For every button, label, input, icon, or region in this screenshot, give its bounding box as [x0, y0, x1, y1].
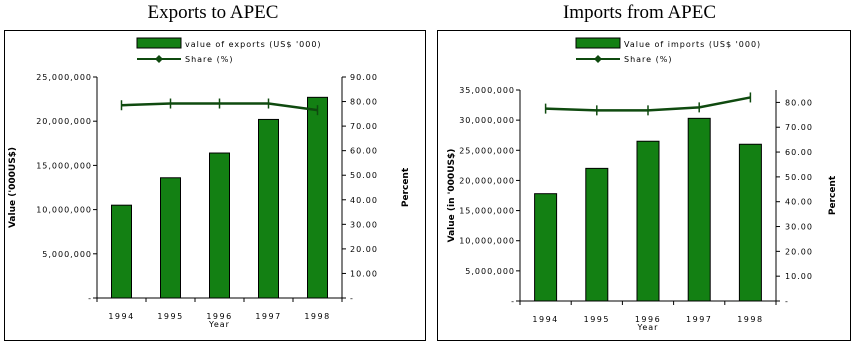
- bar: [738, 143, 762, 302]
- x-tick-label: 1995: [157, 312, 183, 321]
- x-tick-label: 1998: [304, 312, 330, 321]
- left-axis-title: Value (in '000US$): [447, 149, 457, 243]
- right-axis-tick-label: 50.00: [785, 173, 813, 182]
- x-tick-label: 1998: [737, 315, 763, 324]
- left-axis-tick-label: 30,000,000: [459, 116, 515, 125]
- x-tick-label: 1996: [206, 312, 232, 321]
- x-axis-title: Year: [208, 320, 230, 329]
- right-axis-tick-label: 30.00: [350, 220, 378, 229]
- bar: [160, 177, 181, 299]
- left-axis-tick-label: 25,000,000: [459, 146, 515, 155]
- left-axis-tick-label: 10,000,000: [459, 237, 515, 246]
- imports-chart-title: Imports from APEC: [562, 2, 717, 23]
- right-axis-tick-label: 60.00: [785, 148, 813, 157]
- left-axis-tick-label: 20,000,000: [36, 117, 92, 126]
- legend-bar-label: Value of imports (US$ '000): [624, 40, 761, 49]
- right-axis-tick-label: 50.00: [350, 171, 378, 180]
- bar: [636, 140, 660, 302]
- legend-bar-swatch: [136, 37, 182, 49]
- x-tick-label: 1997: [686, 315, 712, 324]
- right-axis-tick-label: 10.00: [350, 269, 378, 278]
- bar: [111, 204, 132, 299]
- x-tick-label: 1997: [255, 312, 281, 321]
- x-axis-title: Year: [637, 323, 659, 332]
- right-axis-tick-label: -: [350, 294, 354, 303]
- x-tick-label: 1994: [532, 315, 558, 324]
- left-axis-tick-label: 10,000,000: [36, 206, 92, 215]
- x-tick-label: 1994: [108, 312, 134, 321]
- bar: [687, 117, 711, 302]
- left-axis-tick-label: 5,000,000: [465, 267, 515, 276]
- imports-chart: Value of imports (US$ '000) Share (%) - 5,0…: [447, 37, 838, 332]
- bar: [209, 152, 230, 299]
- left-axis-tick-label: 15,000,000: [459, 207, 515, 216]
- legend-line-marker: [594, 55, 602, 63]
- x-tick-label: 1996: [635, 315, 661, 324]
- right-axis-tick-label: 60.00: [350, 147, 378, 156]
- right-axis-tick-label: 90.00: [350, 73, 378, 82]
- legend-line-marker: [155, 55, 163, 63]
- left-axis-tick-label: 25,000,000: [36, 73, 92, 82]
- left-axis-tick-label: -: [511, 297, 515, 306]
- right-axis-tick-label: 30.00: [785, 223, 813, 232]
- right-axis-title: Percent: [828, 175, 838, 215]
- left-axis-tick-label: 15,000,000: [36, 161, 92, 170]
- exports-chart: value of exports (US$ '000) Share (%) - 5,0…: [8, 37, 411, 329]
- right-axis-tick-label: 70.00: [350, 122, 378, 131]
- right-axis-tick-label: 20.00: [785, 247, 813, 256]
- x-tick-label: 1995: [584, 315, 610, 324]
- left-axis-title: Value ('000US$): [8, 147, 18, 228]
- left-axis-tick-label: 20,000,000: [459, 176, 515, 185]
- right-axis-tick-label: -: [785, 297, 789, 306]
- right-axis-tick-label: 80.00: [350, 98, 378, 107]
- right-axis-tick-label: 80.00: [785, 98, 813, 107]
- left-axis-tick-label: 5,000,000: [42, 250, 92, 259]
- bar: [534, 193, 558, 302]
- right-axis-tick-label: 70.00: [785, 123, 813, 132]
- right-axis-tick-label: 40.00: [785, 198, 813, 207]
- right-axis-title: Percent: [401, 167, 411, 207]
- legend-bar-label: value of exports (US$ '000): [185, 40, 322, 49]
- right-axis-tick-label: 40.00: [350, 196, 378, 205]
- right-axis-tick-label: 20.00: [350, 245, 378, 254]
- imports-chart-panel: Value of imports (US$ '000) Share (%) - 5,0…: [437, 30, 851, 341]
- right-axis-tick-label: 10.00: [785, 272, 813, 281]
- bar: [258, 118, 279, 299]
- bar: [307, 96, 328, 299]
- legend-bar-swatch: [575, 37, 621, 49]
- left-axis-tick-label: 35,000,000: [459, 86, 515, 95]
- bar: [585, 167, 609, 302]
- legend-line-label: Share (%): [624, 55, 672, 64]
- exports-chart-title: Exports to APEC: [147, 2, 279, 23]
- left-axis-tick-label: -: [88, 294, 92, 303]
- legend-line-label: Share (%): [185, 55, 233, 64]
- exports-chart-panel: value of exports (US$ '000) Share (%) - 5,0…: [4, 30, 426, 341]
